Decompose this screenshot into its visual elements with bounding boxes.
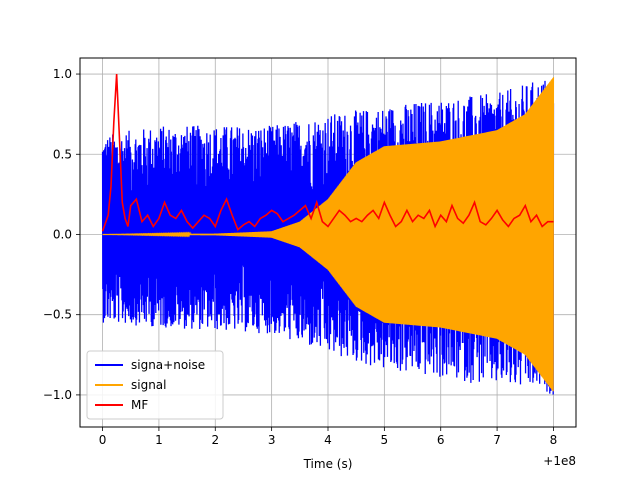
ticks: 0 1 2 3 4 5 6 7 8 −1.0 −0.5 0.0 0.5 1.0 [43, 67, 557, 447]
y-tick-label-4: 1.0 [53, 67, 72, 81]
x-tick-label-0: 0 [99, 433, 107, 447]
x-tick-label-1: 1 [155, 433, 163, 447]
y-tick-label-2: 0.0 [53, 227, 72, 241]
x-tick-label-2: 2 [211, 433, 219, 447]
series-mf-line [101, 73, 554, 232]
x-axis-offset-label: +1e8 [543, 454, 576, 468]
x-tick-label-5: 5 [381, 433, 389, 447]
x-tick-label-6: 6 [437, 433, 445, 447]
y-tick-label-1: −0.5 [43, 308, 72, 322]
x-tick-label-4: 4 [324, 433, 332, 447]
legend-label-0: signa+noise [131, 358, 205, 372]
x-tick-label-8: 8 [550, 433, 558, 447]
x-tick-label-7: 7 [493, 433, 501, 447]
legend: signa+noise signal MF [86, 350, 224, 420]
legend-label-2: MF [131, 398, 148, 412]
legend-box [86, 350, 224, 420]
y-tick-label-3: 0.5 [53, 147, 72, 161]
x-axis-label: Time (s) [303, 457, 353, 471]
legend-label-1: signal [131, 378, 167, 392]
x-tick-label-3: 3 [268, 433, 276, 447]
plot-area [101, 73, 555, 395]
y-tick-label-0: −1.0 [43, 388, 72, 402]
series-signal-line [102, 77, 555, 392]
